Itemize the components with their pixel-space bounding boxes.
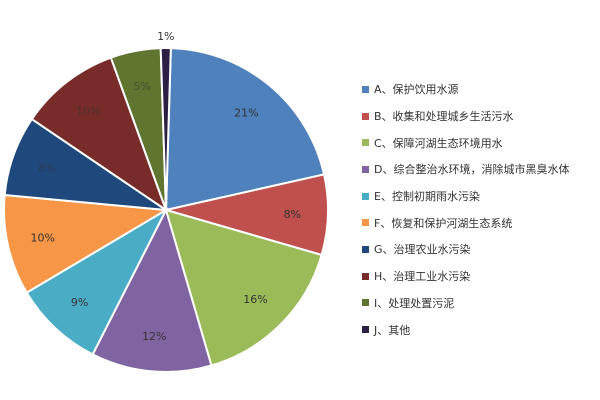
legend-item-i: I、处理处置污泥 — [362, 290, 569, 317]
legend-item-d: D、综合整治水环境，消除城市黑臭水体 — [362, 156, 569, 183]
legend-item-g: G、治理农业水污染 — [362, 236, 569, 263]
slice-label-i: 5% — [133, 80, 150, 93]
slice-label-g: 8% — [38, 161, 55, 174]
pie-slice-a — [164, 47, 326, 212]
slice-label-j: 1% — [157, 30, 174, 43]
legend-item-h: H、治理工业水污染 — [362, 263, 569, 290]
slice-label-c: 16% — [243, 293, 267, 306]
slice-label-f: 10% — [30, 232, 54, 245]
legend-item-a: A、保护饮用水源 — [362, 76, 569, 103]
legend-label: H、治理工业水污染 — [374, 270, 471, 284]
legend-item-f: F、恢复和保护河湖生态系统 — [362, 209, 569, 236]
pie-slice-e — [25, 207, 169, 356]
slice-label-b: 8% — [284, 208, 301, 221]
legend-label: J、其他 — [374, 323, 411, 337]
legend-label: I、处理处置污泥 — [374, 296, 455, 310]
legend-swatch — [362, 139, 369, 147]
pie-slice-f — [3, 193, 170, 295]
pie-slice-j — [159, 47, 172, 211]
legend-item-b: B、收集和处理城乡生活污水 — [362, 103, 569, 130]
legend-swatch — [362, 245, 369, 253]
legend-swatch — [362, 165, 369, 173]
legend-item-e: E、控制初期雨水污染 — [362, 183, 569, 210]
legend-label: F、恢复和保护河湖生态系统 — [374, 216, 513, 230]
pie-slice-d — [91, 207, 213, 373]
pie-slice-c — [164, 208, 323, 367]
legend-swatch — [362, 85, 369, 93]
legend-item-c: C、保障河湖生态环境用水 — [362, 129, 569, 156]
pie-slice-h — [30, 56, 168, 213]
legend-swatch — [362, 219, 369, 227]
legend-label: D、综合整治水环境，消除城市黑臭水体 — [374, 163, 570, 177]
legend-swatch — [362, 326, 369, 334]
slice-label-e: 9% — [71, 296, 88, 309]
legend-label: G、治理农业水污染 — [374, 243, 471, 257]
legend-label: C、保障河湖生态环境用水 — [374, 136, 503, 150]
legend-label: E、控制初期雨水污染 — [374, 190, 480, 204]
legend-swatch — [362, 272, 369, 280]
slice-label-h: 10% — [76, 104, 100, 117]
legend-swatch — [362, 192, 369, 200]
legend-label: A、保护饮用水源 — [374, 83, 459, 97]
legend-label: B、收集和处理城乡生活污水 — [374, 110, 514, 124]
slice-label-a: 21% — [234, 107, 258, 120]
legend-item-j: J、其他 — [362, 316, 569, 343]
legend-swatch — [362, 299, 369, 307]
legend-swatch — [362, 112, 369, 120]
slice-label-d: 12% — [142, 330, 166, 343]
chart-legend: A、保护饮用水源 B、收集和处理城乡生活污水 C、保障河湖生态环境用水 D、综合整治水… — [362, 76, 569, 343]
